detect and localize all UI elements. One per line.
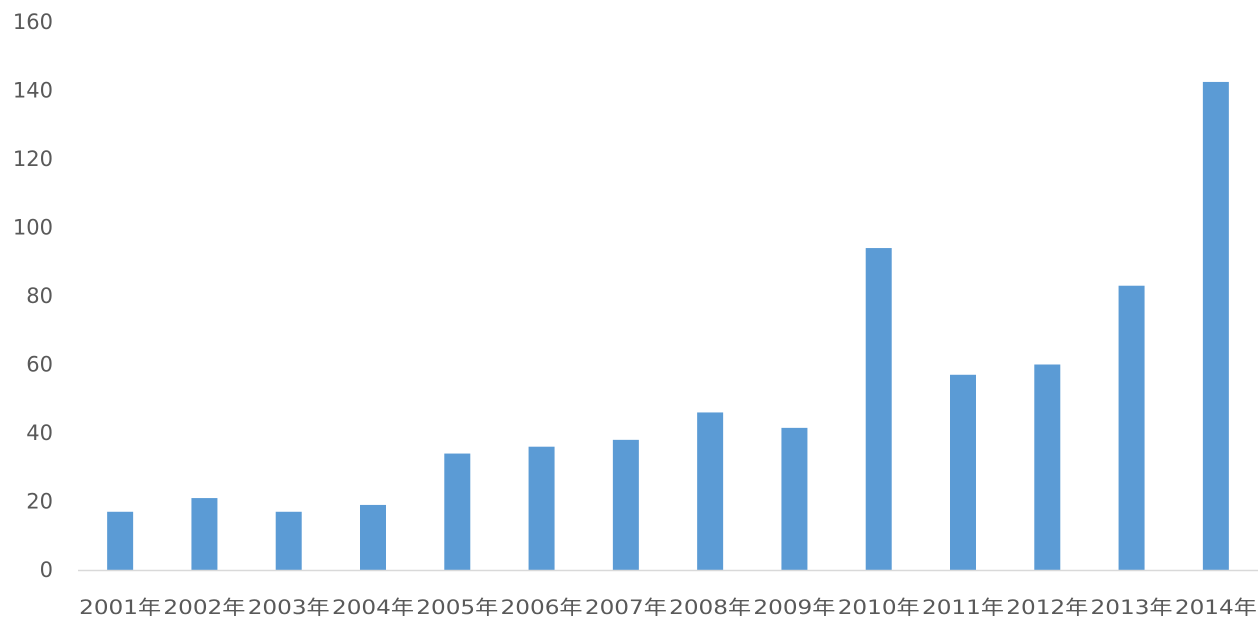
x-tick-label: 2012年	[1006, 596, 1088, 619]
y-tick-label: 60	[26, 353, 53, 377]
bar-2009年	[781, 427, 808, 570]
bar-2007年	[612, 439, 639, 570]
bar-2008年	[697, 412, 724, 570]
bar-2006年	[528, 446, 555, 570]
y-tick-label: 140	[13, 79, 53, 103]
x-tick-label: 2001年	[79, 596, 161, 619]
bar-2001年	[107, 511, 134, 570]
x-tick-label: 2010年	[838, 596, 920, 619]
x-tick-label: 2007年	[585, 596, 667, 619]
bars	[107, 81, 1229, 571]
bar-2005年	[444, 453, 471, 570]
bar-2012年	[1034, 364, 1061, 570]
y-tick-label: 120	[13, 147, 53, 171]
bar-2002年	[191, 498, 218, 570]
y-tick-label: 40	[26, 421, 53, 445]
y-axis-tick-labels: 0 20 40 60 80 100 120 140 160	[13, 10, 53, 582]
x-tick-label: 2005年	[416, 596, 498, 619]
y-tick-label: 100	[13, 216, 53, 240]
bar-2010年	[865, 248, 892, 571]
y-tick-label: 80	[26, 284, 53, 308]
x-axis-category-labels: 2001年 2002年 2003年 2004年 2005年 2006年 2007年 2008年…	[79, 596, 1257, 619]
bar-2011年	[950, 374, 976, 570]
x-tick-label: 2002年	[163, 596, 245, 619]
bar-2004年	[360, 504, 386, 570]
x-tick-label: 2009年	[753, 596, 835, 619]
y-tick-label: 160	[13, 10, 53, 34]
x-tick-label: 2004年	[332, 596, 414, 619]
bar-2003年	[275, 511, 302, 570]
x-tick-label: 2013年	[1091, 596, 1173, 619]
x-tick-label: 2014年	[1175, 596, 1257, 619]
x-tick-label: 2003年	[248, 596, 330, 619]
x-tick-label: 2011年	[922, 596, 1004, 619]
y-tick-label: 0	[40, 558, 53, 582]
x-tick-label: 2008年	[669, 596, 751, 619]
x-tick-label: 2006年	[501, 596, 583, 619]
y-tick-label: 20	[26, 490, 53, 514]
bar-2013年	[1118, 285, 1145, 570]
bar-2014年	[1202, 81, 1229, 570]
